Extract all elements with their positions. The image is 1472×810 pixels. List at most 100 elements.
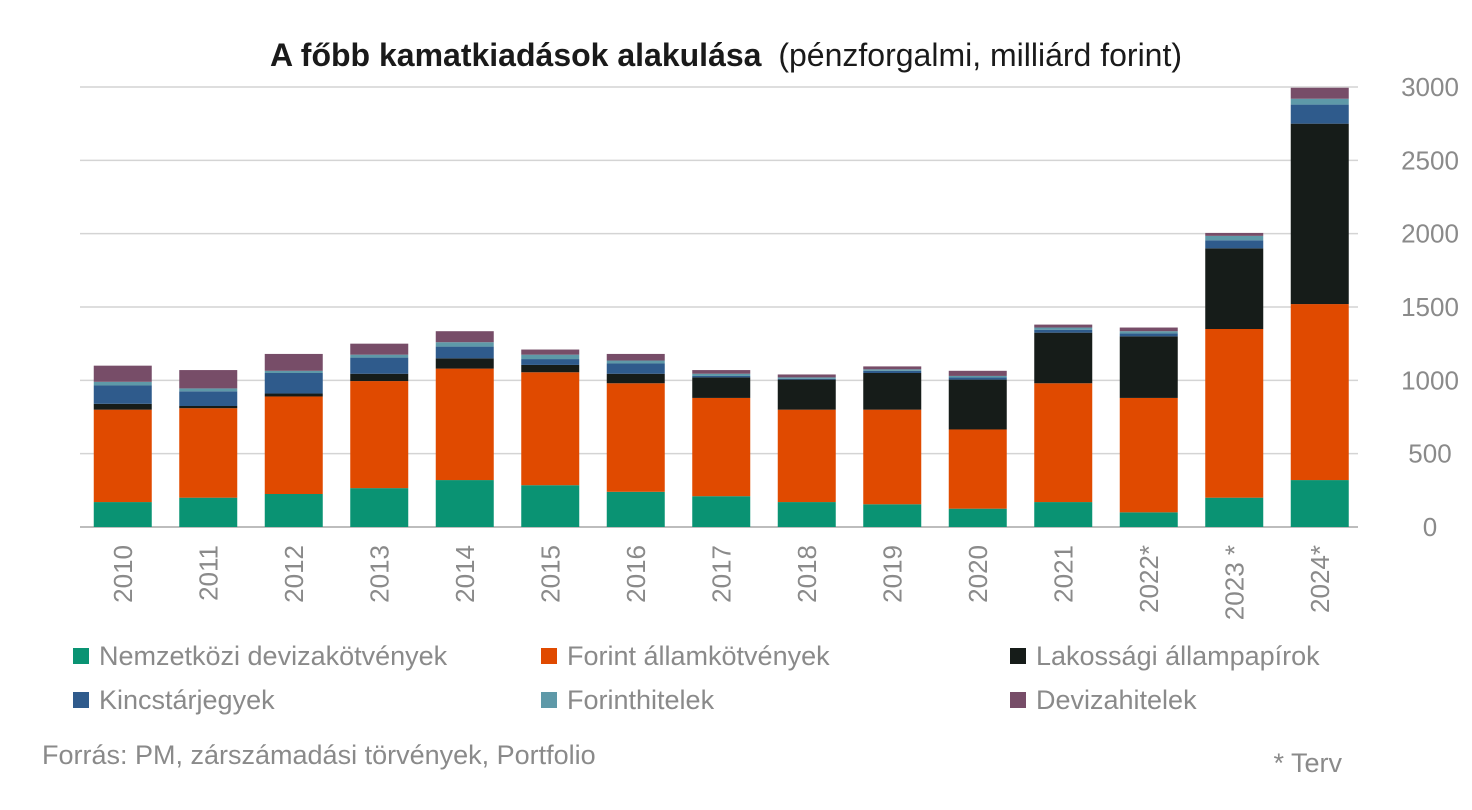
legend-swatch <box>73 648 89 664</box>
bar-segment <box>1119 397 1178 513</box>
bar-segment <box>179 391 238 406</box>
legend: Nemzetközi devizakötvények Forint államkö… <box>73 641 1320 715</box>
bar-segment <box>179 497 238 527</box>
bar-segment <box>692 373 751 376</box>
x-tick-label: 2013 <box>364 545 394 603</box>
bar-segment <box>521 364 580 373</box>
bar-segment <box>1290 304 1349 481</box>
bar-segment <box>948 508 1007 527</box>
bar-segment <box>350 381 409 489</box>
bar-segment <box>1205 235 1264 241</box>
bar-segment <box>179 388 238 392</box>
bar-segment <box>350 354 409 358</box>
bar-segment <box>863 366 922 370</box>
bar-segment <box>264 396 323 494</box>
bar-segment <box>93 385 152 404</box>
bar-segment <box>350 488 409 527</box>
bar-segment <box>606 383 665 492</box>
bar-segment <box>264 494 323 527</box>
legend-swatch <box>541 692 557 708</box>
y-tick-label: 1500 <box>1401 292 1459 322</box>
bar-segment <box>350 343 409 355</box>
source-note: Forrás: PM, zárszámadási törvények, Port… <box>42 740 596 770</box>
bar-segment <box>1119 331 1178 334</box>
bar-segment <box>606 373 665 384</box>
x-tick-label: 2023 * <box>1219 545 1249 620</box>
x-tick-label: 2016 <box>621 545 651 603</box>
bar-segment <box>948 370 1007 376</box>
bar-segment <box>1034 324 1093 328</box>
bar-segment <box>264 393 323 397</box>
bar-segment <box>1290 98 1349 105</box>
bar-segment <box>948 377 1007 380</box>
legend-label: Lakossági állampapírok <box>1036 641 1320 671</box>
x-tick-label: 2014 <box>450 545 480 603</box>
bar-segment <box>93 409 152 503</box>
legend-swatch <box>1010 648 1026 664</box>
bar-segment <box>521 359 580 365</box>
bar-segment <box>93 502 152 527</box>
bar-segment <box>93 365 152 382</box>
legend-swatch <box>541 648 557 664</box>
bars <box>93 87 1349 527</box>
bar-segment <box>1205 329 1264 498</box>
y-tick-label: 2500 <box>1401 145 1459 175</box>
bar-segment <box>350 357 409 374</box>
x-tick-label: 2011 <box>193 545 223 601</box>
x-tick-label: 2012 <box>279 545 309 603</box>
legend-label: Kincstárjegyek <box>99 685 275 715</box>
legend-label: Nemzetközi devizakötvények <box>99 641 448 671</box>
legend-label: Forint államkötvények <box>567 641 830 671</box>
bar-segment <box>1205 248 1264 329</box>
bar-segment <box>179 408 238 498</box>
legend-swatch <box>1010 692 1026 708</box>
legend-label: Forinthitelek <box>567 685 715 715</box>
y-tick-label: 3000 <box>1401 72 1459 102</box>
bar-segment <box>863 409 922 505</box>
bar-segment <box>777 377 836 379</box>
bar-segment <box>692 370 751 374</box>
bar-segment <box>692 496 751 527</box>
bar-segment <box>948 379 1007 430</box>
x-axis-ticks: 2010 2011 2012 2013 2014 2015 2016 2017 2018 2019… <box>108 545 1335 620</box>
bar-segment <box>606 353 665 361</box>
bar-segment <box>1119 327 1178 332</box>
bar-segment <box>863 369 922 371</box>
chart-title-group: A főbb kamatkiadások alakulása (pénzforg… <box>270 37 1182 73</box>
bar-segment <box>1034 502 1093 527</box>
bar-segment <box>1290 104 1349 124</box>
bar-segment <box>1034 383 1093 503</box>
bar-segment <box>1119 333 1178 337</box>
bar-segment <box>521 349 580 355</box>
bar-segment <box>521 485 580 527</box>
x-tick-label: 2020 <box>963 545 993 603</box>
bar-segment <box>1034 329 1093 333</box>
legend-label: Devizahitelek <box>1036 685 1197 715</box>
x-tick-label: 2019 <box>877 545 907 603</box>
bar-segment <box>1119 336 1178 398</box>
bar-segment <box>1290 480 1349 527</box>
x-tick-label: 2022* <box>1134 545 1164 613</box>
bar-segment <box>1290 123 1349 305</box>
bar-segment <box>179 406 238 409</box>
chart-title: A főbb kamatkiadások alakulása <box>270 37 762 73</box>
bar-segment <box>1205 240 1264 249</box>
bar-segment <box>777 374 836 378</box>
forecast-note: * Terv <box>1273 748 1342 778</box>
bar-segment <box>435 342 494 347</box>
bar-segment <box>264 373 323 394</box>
x-tick-label: 2018 <box>792 545 822 603</box>
y-tick-label: 1000 <box>1401 365 1459 395</box>
bar-segment <box>692 397 751 497</box>
bar-segment <box>1290 87 1349 99</box>
y-tick-label: 0 <box>1423 512 1437 542</box>
x-tick-label: 2017 <box>706 545 736 603</box>
bar-segment <box>863 370 922 373</box>
bar-segment <box>93 403 152 410</box>
bar-segment <box>863 373 922 410</box>
bar-segment <box>1205 497 1264 527</box>
bar-segment <box>521 354 580 360</box>
bar-segment <box>1205 232 1264 236</box>
bar-segment <box>606 360 665 364</box>
